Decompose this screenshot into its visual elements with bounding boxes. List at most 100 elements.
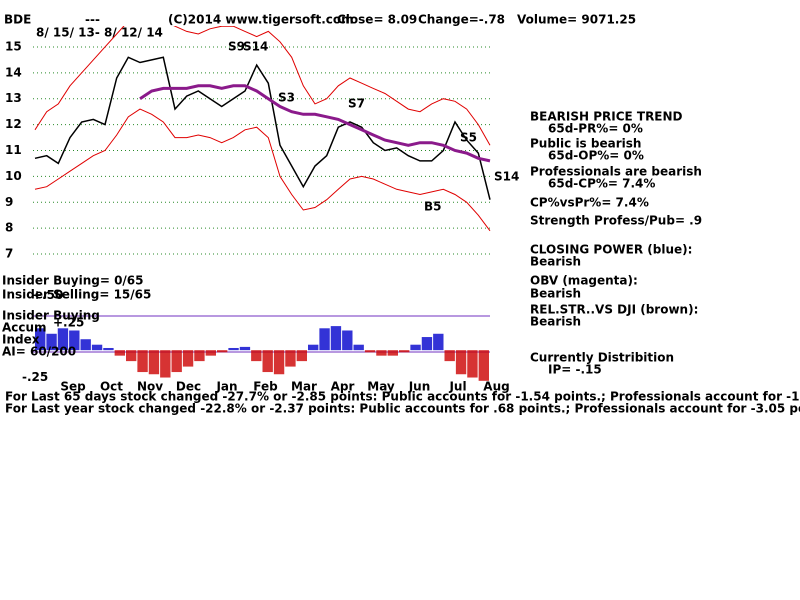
x-tick-label: Apr [331,380,355,394]
accum-bar [91,344,103,351]
accum-bar [296,350,307,362]
accum-bar [410,344,421,351]
x-tick-label: Nov [137,380,163,394]
signal: S5 [460,131,477,145]
x-tick-label: Oct [100,380,123,394]
side-text: REL.STR..VS DJI (brown): [530,303,698,317]
side-text: 65d-PR%= 0% [548,122,643,136]
copyright: (C)2014 www.tigersoft.com [168,13,354,27]
side-text: Public is bearish [530,137,641,151]
accum-bar [399,350,410,353]
signal: S14 [494,170,519,184]
accum-bar [126,350,137,362]
side-text: Bearish [530,255,581,269]
x-tick-label: Feb [253,380,278,394]
insider-text: Index [2,333,40,347]
accum-bar [69,330,80,351]
y-tick-label: 13 [5,91,22,105]
footer-text: For Last year stock changed -22.8% or -2… [5,402,800,416]
x-tick-label: Jun [408,380,431,394]
side-text: CLOSING POWER (blue): [530,243,692,257]
side-text: Bearish [530,315,581,329]
symbol: BDE [4,13,31,27]
signal: S14 [243,40,268,54]
side-text: BEARISH PRICE TREND [530,110,683,124]
y-tick-label: 11 [5,143,22,157]
accum-bar [103,347,114,351]
x-tick-label: Aug [483,380,509,394]
x-tick-label: May [367,380,395,394]
accum-bar [57,328,69,351]
dashes: --- [85,13,100,27]
accum-tick-label: +.50 [32,288,63,302]
side-text: IP= -.15 [548,363,602,377]
accum-bar [330,326,342,351]
accum-bar [239,346,251,351]
accum-tick-label: +.25 [53,315,84,329]
insider-text: AI= 60/200 [2,345,76,359]
side-text: Professionals are bearish [530,165,702,179]
y-tick-label: 10 [5,169,22,183]
y-tick-label: 9 [5,195,13,209]
accum-bar [160,350,171,378]
accum-bar [455,350,467,375]
x-tick-label: Jan [215,380,237,394]
insider-text: Insider Buying [2,309,100,323]
side-text: 65d-CP%= 7.4% [548,177,655,191]
accum-bar [262,350,273,373]
accum-bar [376,350,387,356]
x-tick-label: Dec [176,380,201,394]
signal: B5 [424,200,442,214]
signal: S9 [228,40,245,54]
side-text: OBV (magenta): [530,274,638,288]
y-tick-label: 7 [5,247,13,261]
y-tick-label: 8 [5,221,13,235]
y-tick-label: 12 [5,117,22,131]
accum-bar [80,339,91,351]
accum-bar [35,328,46,351]
accum-bar [251,350,262,362]
accum-bar [319,328,330,351]
signal: S7 [348,97,365,111]
accum-bar [228,347,239,351]
series-line [34,108,491,232]
x-tick-label: Mar [291,380,317,394]
accum-bar [342,330,353,351]
accum-bar [285,350,296,367]
date-range: 8/ 15/ 13- 8/ 12/ 14 [36,26,163,40]
accum-bar [114,350,125,356]
accum-bar [148,350,160,375]
accum-bar [205,350,216,356]
side-text: Bearish [530,287,581,301]
insider-text: Insider Buying= 0/65 [2,274,144,288]
accum-bar [467,350,478,378]
accum-bar [308,344,319,351]
close: Close= 8.09 [337,13,417,27]
change: Change=-.78 [418,13,505,27]
accum-bar [46,333,57,351]
series-line [139,84,491,163]
accum-bar [353,344,364,351]
x-tick-label: Jul [448,380,466,394]
series-line [34,26,491,146]
footer-text: For Last 65 days stock changed -27.7% or… [5,390,800,404]
x-tick-label: Sep [60,380,86,394]
accum-bar [194,350,205,362]
insider-text: Insider Selling= 15/65 [2,288,151,302]
side-text: CP%vsPr%= 7.4% [530,196,649,210]
accum-bar [387,350,398,356]
accum-bar [478,350,489,381]
side-text: Currently Distribition [530,351,674,365]
y-tick-label: 15 [5,39,22,53]
accum-bar [273,350,285,375]
accum-bar [182,350,194,367]
accum-bar [364,350,376,353]
accum-bar [217,350,228,353]
accum-bar [444,350,455,362]
signal: S3 [278,91,295,105]
insider-text: Accum [2,321,47,335]
accum-tick-label: -.25 [22,370,48,384]
accum-bar [137,350,148,373]
